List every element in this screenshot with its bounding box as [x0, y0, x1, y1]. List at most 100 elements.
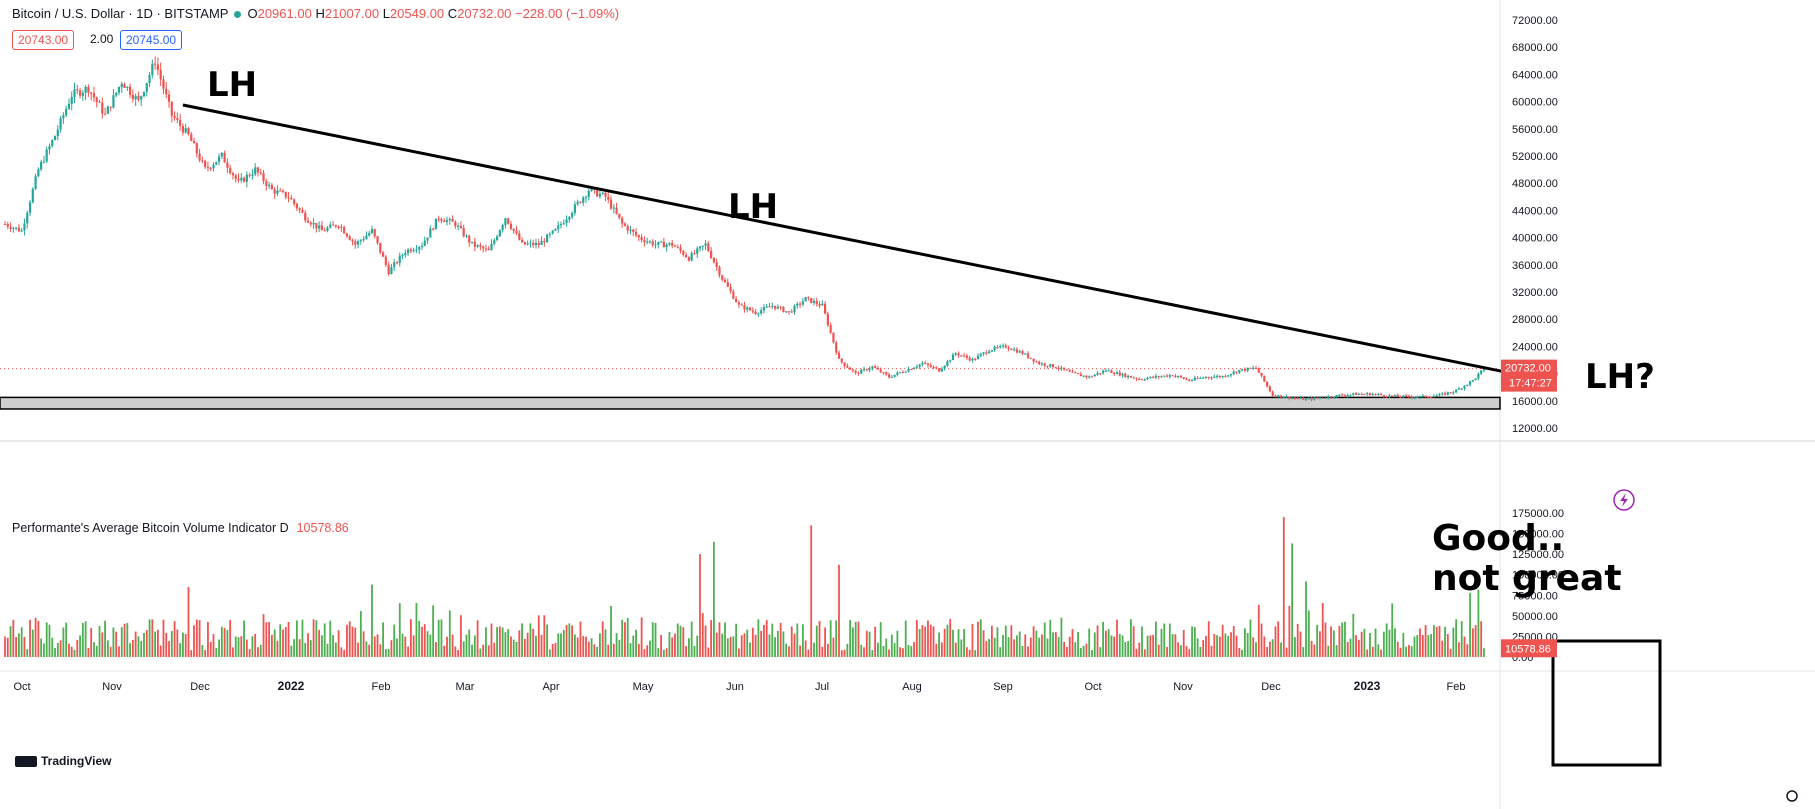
lightning-icon[interactable]: [1613, 489, 1635, 511]
volume-bar: [254, 633, 257, 657]
volume-bar: [198, 620, 201, 657]
candle-body: [1363, 394, 1366, 396]
candle-body: [312, 222, 315, 225]
candle-body: [1357, 393, 1360, 395]
candle-body: [723, 279, 727, 283]
candle-body: [507, 218, 510, 224]
volume-bar: [1052, 632, 1054, 657]
candle-body: [1346, 395, 1349, 397]
candle-body: [673, 245, 677, 247]
candle-body: [120, 83, 123, 87]
volume-bar: [1483, 648, 1485, 657]
volume-bar: [440, 619, 443, 657]
candle-body: [53, 136, 57, 141]
volume-bar: [448, 610, 451, 657]
volume-bar: [1182, 630, 1185, 657]
candle-body: [1360, 393, 1363, 395]
volume-bar: [932, 626, 935, 657]
volume-bar: [1138, 642, 1141, 657]
volume-bar: [1352, 613, 1355, 657]
annotation-note-line2: not great: [1432, 558, 1622, 599]
volume-bar: [70, 646, 73, 657]
volume-bar: [262, 614, 265, 657]
candle-body: [387, 264, 390, 275]
volume-bar: [1174, 634, 1177, 657]
volume-bar: [1349, 638, 1352, 657]
candle-body: [251, 174, 254, 176]
candle-body: [1354, 393, 1358, 395]
candle-body: [807, 297, 810, 299]
volume-bar: [1238, 647, 1241, 657]
candle-body: [42, 161, 46, 163]
candle-body: [818, 304, 821, 306]
volume-bar: [9, 626, 12, 657]
candle-body: [1099, 373, 1102, 375]
candle-body: [509, 223, 513, 229]
trendline[interactable]: [182, 103, 1521, 377]
indicator-legend[interactable]: Performante's Average Bitcoin Volume Ind…: [12, 521, 349, 535]
candle-body: [1271, 391, 1274, 396]
candle-body: [609, 199, 613, 209]
candle-body: [1321, 397, 1324, 399]
candle-body: [1257, 368, 1260, 373]
support-zone[interactable]: [0, 396, 1501, 410]
volume-bar: [935, 643, 938, 657]
candle-body: [187, 128, 190, 135]
candle-body: [248, 174, 251, 176]
candle-body: [6, 224, 9, 227]
settings-gear-icon[interactable]: [1786, 790, 1798, 802]
volume-bar: [229, 619, 232, 657]
lightning-icon-glyph: [1620, 493, 1628, 507]
volume-bar: [1104, 630, 1107, 657]
candle-body: [420, 245, 424, 247]
volume-bar: [418, 620, 421, 657]
candle-body: [237, 178, 240, 181]
candle-body: [740, 304, 743, 306]
candle-body: [1174, 376, 1177, 378]
candle-body: [1115, 372, 1119, 374]
volume-bar: [1091, 649, 1093, 657]
volume-bar: [888, 649, 890, 657]
volume-bar: [51, 637, 54, 657]
volume-bar: [562, 629, 565, 657]
candle-body: [1304, 398, 1308, 400]
candle-body: [534, 242, 538, 246]
candle-body: [154, 63, 157, 65]
tradingview-logo[interactable]: TradingView: [15, 754, 111, 768]
volume-bar: [938, 632, 940, 657]
volume-bar: [1330, 626, 1332, 657]
candle-body: [604, 192, 607, 197]
volume-bar: [857, 621, 860, 657]
volume-bar: [640, 617, 643, 657]
volume-bar: [81, 623, 84, 657]
candle-body: [523, 242, 526, 245]
volume-bar: [535, 635, 537, 657]
volume-bar: [95, 645, 98, 657]
candle-body: [1380, 393, 1383, 396]
volume-bar: [1210, 645, 1213, 657]
volume-highlight-box[interactable]: [1551, 639, 1662, 767]
candle-body: [1071, 371, 1074, 373]
sell-price-button[interactable]: 20743.00: [12, 30, 75, 50]
volume-bar: [690, 621, 693, 657]
volume-bar: [1394, 628, 1396, 657]
candle-body: [1124, 373, 1127, 378]
candle-body: [876, 368, 880, 370]
volume-bar: [293, 639, 296, 657]
candle-body: [215, 161, 218, 165]
volume-bar: [1430, 634, 1433, 657]
candle-body: [1480, 370, 1483, 374]
volume-bar: [1416, 635, 1419, 657]
volume-bar: [902, 648, 904, 657]
candle-body: [1263, 375, 1266, 382]
volume-bar: [1471, 628, 1474, 657]
candle-body: [990, 350, 993, 352]
buy-price-button[interactable]: 20745.00: [120, 30, 183, 50]
volume-bar: [1071, 628, 1074, 657]
candle-body: [306, 220, 310, 223]
volume-bar: [1180, 645, 1182, 657]
volume-bar: [1374, 628, 1377, 657]
ohlc-close: 20732.00: [457, 6, 512, 21]
candle-body: [115, 92, 118, 96]
